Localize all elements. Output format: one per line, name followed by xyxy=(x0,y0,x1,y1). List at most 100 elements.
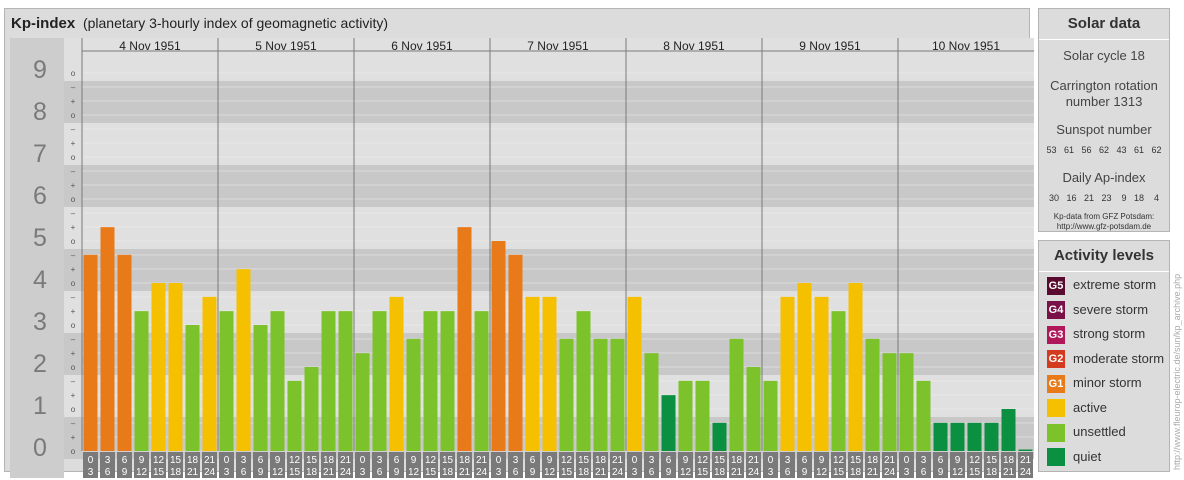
interval-start-label: 12 xyxy=(289,455,301,466)
interval-end-label: 18 xyxy=(850,467,862,478)
interval-start-label: 15 xyxy=(986,455,998,466)
sub-level-mark: + xyxy=(71,181,76,190)
interval-box xyxy=(321,452,336,478)
kp-band-8 xyxy=(64,81,1034,123)
sunspot-title: Sunspot number xyxy=(1056,122,1152,137)
interval-end-label: 21 xyxy=(323,467,335,478)
interval-box xyxy=(542,452,557,478)
interval-box xyxy=(253,452,268,478)
level-label: severe storm xyxy=(1073,301,1149,317)
kp-bar xyxy=(1001,409,1016,451)
sub-level-mark: + xyxy=(71,265,76,274)
interval-end-label: 21 xyxy=(1003,467,1015,478)
interval-end-label: 15 xyxy=(561,467,573,478)
interval-end-label: 12 xyxy=(544,467,556,478)
level-minor-storm: G1 minor storm xyxy=(1047,373,1142,393)
interval-end-label: 3 xyxy=(360,467,366,478)
interval-end-label: 21 xyxy=(731,467,743,478)
level-unsettled: unsettled xyxy=(1047,422,1126,442)
interval-box xyxy=(729,452,744,478)
interval-box xyxy=(270,452,285,478)
kp-bar xyxy=(236,269,251,451)
interval-end-label: 9 xyxy=(530,467,536,478)
y-tick-label: 7 xyxy=(33,140,47,168)
interval-start-label: 15 xyxy=(714,455,726,466)
interval-end-label: 18 xyxy=(442,467,454,478)
day-label: 10 Nov 1951 xyxy=(932,39,1000,53)
sub-level-mark: o xyxy=(71,321,76,330)
sub-level-mark: – xyxy=(71,293,76,302)
day-label: 6 Nov 1951 xyxy=(391,39,453,53)
sub-level-mark: o xyxy=(71,153,76,162)
kp-bar xyxy=(372,311,387,451)
interval-end-label: 24 xyxy=(612,467,624,478)
kp-bar xyxy=(321,311,336,451)
interval-start-label: 18 xyxy=(595,455,607,466)
interval-start-label: 15 xyxy=(306,455,318,466)
interval-start-label: 21 xyxy=(1020,455,1032,466)
interval-box xyxy=(491,452,506,478)
kp-bar xyxy=(729,338,744,451)
kp-bar xyxy=(185,325,200,451)
interval-start-label: 6 xyxy=(258,455,264,466)
day-label: 7 Nov 1951 xyxy=(527,39,589,53)
y-tick-label: 0 xyxy=(33,434,47,462)
interval-end-label: 3 xyxy=(768,467,774,478)
interval-box xyxy=(933,452,948,478)
sub-level-mark: o xyxy=(71,363,76,372)
kp-bar xyxy=(474,311,489,451)
interval-start-label: 18 xyxy=(1003,455,1015,466)
level-severe-storm: G4 severe storm xyxy=(1047,300,1148,320)
sub-level-mark: – xyxy=(71,419,76,428)
day-label: 8 Nov 1951 xyxy=(663,39,725,53)
interval-end-label: 3 xyxy=(496,467,502,478)
interval-end-label: 3 xyxy=(904,467,910,478)
interval-end-label: 24 xyxy=(340,467,352,478)
interval-start-label: 0 xyxy=(88,455,94,466)
interval-end-label: 18 xyxy=(986,467,998,478)
interval-start-label: 0 xyxy=(632,455,638,466)
sub-level-mark: o xyxy=(71,111,76,120)
kp-source-link[interactable]: http://www.gfz-potsdam.de xyxy=(1056,222,1152,231)
interval-end-label: 12 xyxy=(408,467,420,478)
kp-bar xyxy=(848,283,863,451)
interval-box xyxy=(763,452,778,478)
interval-end-label: 24 xyxy=(476,467,488,478)
interval-start-label: 9 xyxy=(955,455,961,466)
kp-bar xyxy=(797,283,812,451)
chart-title: Kp-index (planetary 3-hourly index of ge… xyxy=(11,10,388,36)
kp-bar xyxy=(491,241,506,451)
interval-start-label: 12 xyxy=(969,455,981,466)
level-extreme-storm: G5 extreme storm xyxy=(1047,275,1156,295)
interval-box xyxy=(678,452,693,478)
kp-bar xyxy=(338,311,353,451)
interval-start-label: 3 xyxy=(105,455,111,466)
interval-end-label: 21 xyxy=(459,467,471,478)
kp-bar xyxy=(151,283,166,451)
interval-box xyxy=(1001,452,1016,478)
interval-start-label: 6 xyxy=(530,455,536,466)
level-swatch: G4 xyxy=(1047,301,1065,320)
interval-end-label: 9 xyxy=(394,467,400,478)
kp-bar xyxy=(695,380,710,451)
sub-level-mark: o xyxy=(71,279,76,288)
level-label: moderate storm xyxy=(1073,350,1165,366)
interval-box xyxy=(950,452,965,478)
interval-box xyxy=(185,452,200,478)
interval-box xyxy=(916,452,931,478)
y-tick-label: 2 xyxy=(33,350,47,378)
interval-box xyxy=(440,452,455,478)
kp-band-5 xyxy=(64,207,1034,249)
level-quiet: quiet xyxy=(1047,447,1101,467)
kp-band-4 xyxy=(64,249,1034,291)
title: Kp-index xyxy=(11,15,76,32)
interval-box xyxy=(627,452,642,478)
interval-end-label: 9 xyxy=(802,467,808,478)
kp-bar xyxy=(525,296,540,451)
kp-bar xyxy=(814,296,829,451)
interval-start-label: 21 xyxy=(204,455,216,466)
kp-bar xyxy=(627,296,642,451)
kp-bar xyxy=(678,380,693,451)
sub-level-mark: – xyxy=(71,83,76,92)
sub-level-mark: + xyxy=(71,139,76,148)
